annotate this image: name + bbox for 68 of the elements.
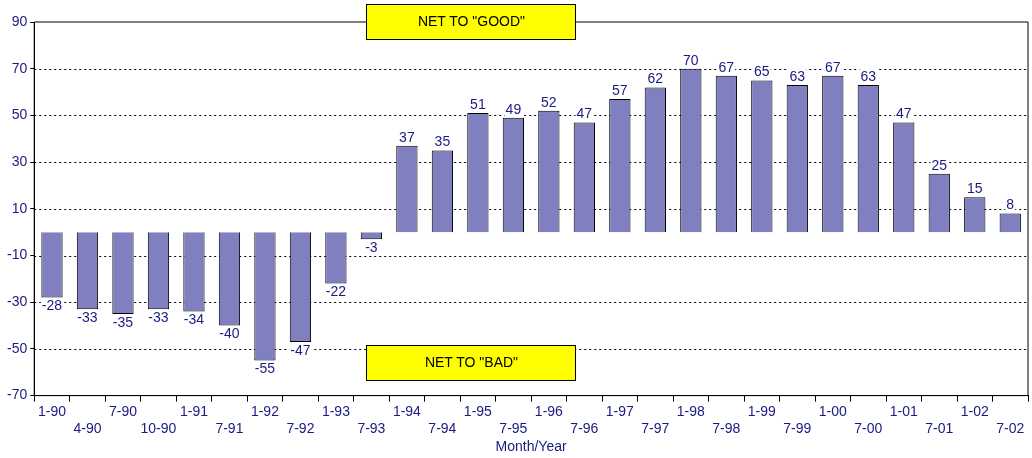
callout-box: NET TO "BAD" <box>366 344 577 381</box>
data-label: 8 <box>1006 196 1015 213</box>
x-tick-label: 1-95 <box>463 402 493 419</box>
data-label: -55 <box>254 360 276 377</box>
x-tick-label: 1-97 <box>605 402 635 419</box>
x-tick-label: 1-90 <box>37 402 67 419</box>
y-tick-label: 30 <box>11 152 28 169</box>
data-label: 67 <box>718 58 735 75</box>
y-tick-label: -50 <box>7 339 28 356</box>
callout-box: NET TO "GOOD" <box>366 4 577 40</box>
x-tick-label: 1-92 <box>250 402 280 419</box>
x-tick-label: 7-00 <box>854 419 883 436</box>
x-tick-label: 7-01 <box>925 419 954 436</box>
data-label: 37 <box>399 128 415 145</box>
data-label: 52 <box>541 93 557 110</box>
y-tick-label: -70 <box>7 386 28 403</box>
x-tick-label: 7-98 <box>712 419 741 436</box>
x-tick-label: 7-91 <box>215 419 244 436</box>
x-tick-label: 7-97 <box>641 419 670 436</box>
y-tick-label: 70 <box>11 59 28 76</box>
x-tick-label: 7-94 <box>428 419 457 436</box>
data-label: -33 <box>77 309 98 326</box>
x-tick-label: 1-02 <box>960 402 989 419</box>
x-tick-label: 7-95 <box>499 419 528 436</box>
x-tick-label: 1-94 <box>392 402 422 419</box>
data-label: 67 <box>825 58 841 75</box>
data-label: 63 <box>860 67 877 84</box>
y-tick-label: -30 <box>7 293 28 310</box>
x-tick-label: 10-90 <box>140 419 177 436</box>
data-label: 49 <box>505 100 522 117</box>
data-label: 63 <box>789 67 806 84</box>
data-label: -33 <box>148 309 169 326</box>
data-label: 70 <box>683 51 699 68</box>
x-tick-label: 1-01 <box>889 402 918 419</box>
x-tick-label: 7-02 <box>996 419 1025 436</box>
data-label: 51 <box>470 95 486 112</box>
x-axis-title: Month/Year <box>495 438 567 455</box>
data-label: -47 <box>290 341 311 358</box>
data-label: 47 <box>576 105 593 122</box>
data-label: -34 <box>183 311 205 328</box>
data-label: -40 <box>219 325 240 342</box>
data-label: 65 <box>754 63 770 80</box>
y-tick-label: -10 <box>7 246 28 263</box>
data-label: -35 <box>112 313 134 330</box>
data-label: -3 <box>365 239 378 256</box>
x-tick-label: 1-98 <box>676 402 706 419</box>
x-tick-label: 7-90 <box>108 402 138 419</box>
data-label: -22 <box>325 283 347 300</box>
x-tick-label: 1-96 <box>534 402 564 419</box>
x-tick-label: 7-93 <box>357 419 386 436</box>
data-label: 15 <box>966 179 983 196</box>
y-tick-label: 10 <box>11 199 28 216</box>
y-tick-label: 50 <box>11 106 28 123</box>
x-tick-label: 1-00 <box>818 402 848 419</box>
x-tick-label: 1-99 <box>747 402 777 419</box>
data-label: 62 <box>647 70 664 87</box>
x-tick-label: 7-92 <box>286 419 315 436</box>
data-label: 35 <box>434 133 451 150</box>
x-tick-label: 1-91 <box>179 402 209 419</box>
data-label: 25 <box>931 156 948 173</box>
data-label: 47 <box>895 105 912 122</box>
x-tick-label: 7-99 <box>783 419 812 436</box>
x-tick-label: 7-96 <box>570 419 599 436</box>
x-tick-label: 4-90 <box>73 419 102 436</box>
x-tick-label: 1-93 <box>321 402 351 419</box>
data-label: -28 <box>41 297 63 314</box>
data-label: 57 <box>612 81 628 98</box>
y-tick-label: 90 <box>11 12 28 29</box>
